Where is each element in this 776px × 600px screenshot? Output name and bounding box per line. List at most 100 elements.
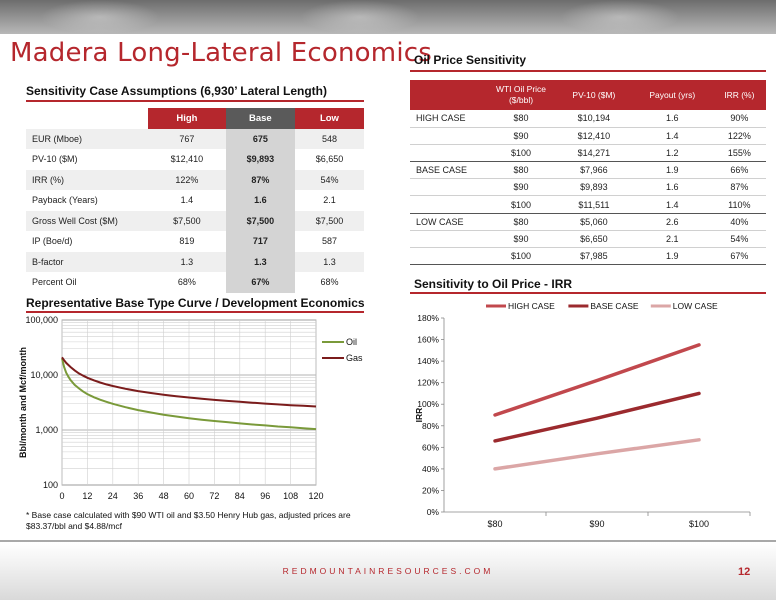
assumption-row: Gross Well Cost ($M) $7,500 $7,500 $7,500 bbox=[26, 210, 364, 231]
footer-band bbox=[0, 540, 776, 600]
assumption-cell-low: 587 bbox=[294, 231, 364, 252]
assumptions-table: High Base Low EUR (Mboe) 767 675 548 PV-10 (… bbox=[26, 108, 364, 293]
assumption-cell-low: $7,500 bbox=[294, 210, 364, 231]
assumption-cell-label: Gross Well Cost ($M) bbox=[26, 210, 148, 231]
oil-cell-pv10: $14,271 bbox=[556, 144, 632, 163]
x-tick-label: 36 bbox=[133, 491, 143, 501]
y-tick-label: 180% bbox=[417, 313, 439, 323]
oil-cell-pv10: $10,194 bbox=[556, 110, 632, 128]
header-sheen bbox=[560, 0, 680, 34]
oil-sensitivity-row: HIGH CASE $80 $10,194 1.6 90% bbox=[410, 110, 766, 128]
oil-cell-payout: 1.4 bbox=[631, 127, 713, 145]
y-tick-label: 40% bbox=[422, 464, 439, 474]
assumption-row: IRR (%) 122% 87% 54% bbox=[26, 169, 364, 190]
assumption-cell-label: Payback (Years) bbox=[26, 190, 148, 211]
oil-cell-case bbox=[410, 230, 486, 249]
footnote: * Base case calculated with $90 WTI oil … bbox=[26, 510, 351, 531]
y-tick-label: 120% bbox=[417, 378, 439, 388]
oil-cell-price: $80 bbox=[486, 110, 556, 128]
assumption-cell-low: $6,650 bbox=[294, 149, 364, 170]
irr-chart-title: Sensitivity to Oil Price - IRR bbox=[414, 277, 573, 291]
oil-cell-case: HIGH CASE bbox=[410, 110, 486, 128]
assumption-row: B-factor 1.3 1.3 1.3 bbox=[26, 251, 364, 272]
oil-cell-case: LOW CASE bbox=[410, 213, 486, 231]
oil-cell-irr: 40% bbox=[712, 213, 766, 231]
y-tick-label: 100% bbox=[417, 399, 439, 409]
assumption-cell-high: 122% bbox=[148, 169, 226, 190]
x-tick-label: $100 bbox=[689, 519, 709, 529]
oil-cell-price: $80 bbox=[486, 161, 556, 180]
series-line-gas bbox=[61, 356, 317, 408]
assumption-row: EUR (Mboe) 767 675 548 bbox=[26, 128, 364, 149]
y-tick-label: 0% bbox=[427, 507, 440, 517]
y-axis-label: IRR bbox=[414, 408, 424, 423]
oil-cell-pv10: $12,410 bbox=[556, 127, 632, 145]
header-blank bbox=[26, 108, 148, 129]
assumption-cell-base: 1.6 bbox=[225, 190, 295, 211]
page-title: Madera Long-Lateral Economics bbox=[10, 38, 432, 68]
oil-sensitivity-row: LOW CASE $80 $5,060 2.6 40% bbox=[410, 213, 766, 231]
y-tick-label: 80% bbox=[422, 421, 439, 431]
header-band bbox=[0, 0, 776, 34]
assumption-cell-base: 67% bbox=[225, 272, 295, 293]
oil-header-payout: Payout (yrs) bbox=[631, 80, 713, 110]
x-tick-label: 96 bbox=[260, 491, 270, 501]
oil-cell-irr: 90% bbox=[712, 110, 766, 128]
type-curve-chart: 0 12 24 36 48 60 72 84 96 108 120 100 1,000 10,000 100… bbox=[18, 315, 363, 501]
type-curve-title: Representative Base Type Curve / Develop… bbox=[26, 296, 365, 310]
x-tick-label: 108 bbox=[283, 491, 298, 501]
oil-cell-case bbox=[410, 144, 486, 163]
oil-sensitivity-row: BASE CASE $80 $7,966 1.9 66% bbox=[410, 161, 766, 180]
oil-cell-irr: 122% bbox=[712, 127, 766, 145]
x-tick-label: 72 bbox=[209, 491, 219, 501]
oil-cell-payout: 1.9 bbox=[631, 247, 713, 266]
assumption-cell-base: 1.3 bbox=[225, 251, 295, 272]
assumption-cell-label: B-factor bbox=[26, 251, 148, 272]
oil-sensitivity-row: $100 $14,271 1.2 155% bbox=[410, 144, 766, 163]
assumption-row: PV-10 ($M) $12,410 $9,893 $6,650 bbox=[26, 149, 364, 170]
oil-header-price: WTI Oil Price ($/bbl) bbox=[486, 80, 556, 110]
assumption-row: IP (Boe/d) 819 717 587 bbox=[26, 231, 364, 252]
oil-header-case bbox=[410, 80, 486, 110]
oil-cell-payout: 2.1 bbox=[631, 230, 713, 249]
assumption-cell-base: $9,893 bbox=[225, 149, 295, 170]
oil-sensitivity-row: $90 $6,650 2.1 54% bbox=[410, 230, 766, 249]
oil-cell-irr: 87% bbox=[712, 178, 766, 197]
oil-cell-irr: 54% bbox=[712, 230, 766, 249]
assumption-row: Percent Oil 68% 67% 68% bbox=[26, 272, 364, 293]
oil-cell-irr: 110% bbox=[712, 195, 766, 214]
oil-cell-payout: 2.6 bbox=[631, 213, 713, 231]
x-tick-label: 84 bbox=[235, 491, 245, 501]
oil-cell-price: $100 bbox=[486, 195, 556, 214]
irr-chart-rule bbox=[410, 292, 766, 294]
oil-cell-case bbox=[410, 127, 486, 145]
series-line-high-case bbox=[493, 343, 701, 417]
oil-header-pv10: PV-10 ($M) bbox=[556, 80, 632, 110]
assumption-cell-high: 819 bbox=[148, 231, 226, 252]
y-tick-label: 100 bbox=[43, 480, 58, 490]
header-high: High bbox=[148, 108, 226, 129]
oil-cell-pv10: $7,985 bbox=[556, 247, 632, 266]
assumption-cell-low: 548 bbox=[294, 128, 364, 149]
assumption-cell-low: 54% bbox=[294, 169, 364, 190]
oil-sensitivity-title: Oil Price Sensitivity bbox=[414, 53, 527, 67]
oil-sensitivity-rule bbox=[410, 70, 766, 72]
legend-label: Gas bbox=[346, 353, 363, 363]
header-low: Low bbox=[294, 108, 364, 129]
oil-cell-case bbox=[410, 178, 486, 197]
series-line-oil bbox=[61, 358, 317, 431]
oil-cell-case bbox=[410, 247, 486, 266]
oil-cell-payout: 1.6 bbox=[631, 178, 713, 197]
assumption-cell-base: $7,500 bbox=[225, 210, 295, 231]
series-line-low-case bbox=[493, 438, 701, 471]
assumption-cell-high: 767 bbox=[148, 128, 226, 149]
x-tick-label: $90 bbox=[589, 519, 604, 529]
assumptions-title: Sensitivity Case Assumptions (6,930’ Lat… bbox=[26, 84, 327, 98]
assumption-cell-high: 1.4 bbox=[148, 190, 226, 211]
assumption-cell-label: IRR (%) bbox=[26, 169, 148, 190]
oil-cell-irr: 67% bbox=[712, 247, 766, 266]
assumption-cell-high: 68% bbox=[148, 272, 226, 293]
irr-chart: 0% 20% 40% 60% 80% 100% 120% 140% 160% 180% $80 $90… bbox=[414, 301, 751, 529]
x-tick-label: 120 bbox=[308, 491, 323, 501]
assumption-cell-low: 68% bbox=[294, 272, 364, 293]
